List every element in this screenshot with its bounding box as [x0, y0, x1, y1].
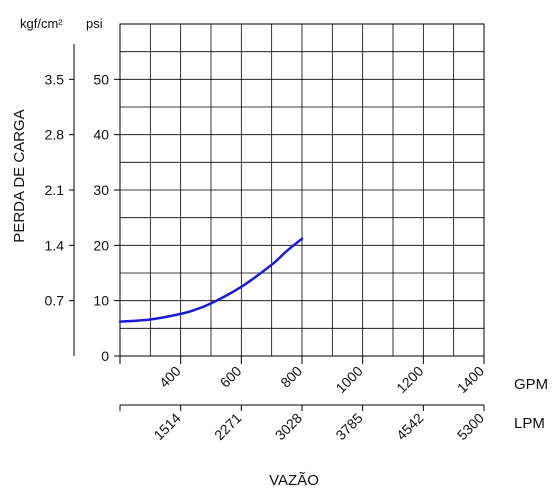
x-axis-label: VAZÃO — [269, 472, 319, 489]
x-axis-lpm: 1514 2271 3028 3785 4542 5300 — [119, 404, 487, 443]
x-tick-gpm-label: 600 — [217, 363, 245, 391]
y-tick-psi-label: 20 — [93, 237, 109, 253]
series-line — [118, 237, 304, 323]
y-unit-secondary: kgf/cm² — [20, 16, 63, 31]
x-tick-lpm-label: 3028 — [272, 410, 305, 443]
x-tick-gpm-label: 1200 — [393, 363, 426, 396]
x-tick-lpm-label: 3785 — [332, 410, 365, 443]
x-tick-gpm-label: 400 — [156, 363, 184, 391]
y-tick-psi-label: 10 — [93, 293, 109, 309]
y-tick-psi-label: 30 — [93, 182, 109, 198]
x-tick-gpm-label: 1400 — [454, 363, 487, 396]
y-tick-kgf-label: 1.4 — [45, 237, 65, 253]
x-tick-lpm-label: 2271 — [211, 410, 244, 443]
plot-grid — [119, 23, 485, 357]
y-tick-kgf-label: 0.7 — [45, 293, 65, 309]
y-tick-psi-label: 0 — [101, 348, 109, 364]
y-tick-kgf-label: 2.8 — [45, 127, 65, 143]
data-series — [118, 237, 304, 323]
x-unit-primary: GPM — [514, 376, 548, 393]
x-tick-gpm-label: 1000 — [332, 363, 365, 396]
y-axis-label: PERDA DE CARGA — [11, 109, 28, 242]
y-tick-psi-label: 50 — [93, 71, 109, 87]
y-axis: 0.7 1.4 2.1 2.8 3.5 0 10 20 30 40 50 — [45, 44, 120, 364]
y-tick-psi-label: 40 — [93, 127, 109, 143]
y-tick-kgf-label: 2.1 — [45, 182, 65, 198]
y-tick-kgf-label: 3.5 — [45, 71, 65, 87]
x-tick-lpm-label: 1514 — [150, 410, 183, 443]
x-tick-lpm-label: 4542 — [393, 410, 426, 443]
x-axis-gpm: 400 600 800 1000 1200 1400 — [119, 356, 487, 396]
y-unit-primary: psi — [86, 16, 103, 31]
x-tick-gpm-label: 800 — [277, 363, 305, 391]
x-tick-lpm-label: 5300 — [454, 410, 487, 443]
x-unit-secondary: LPM — [514, 415, 545, 432]
